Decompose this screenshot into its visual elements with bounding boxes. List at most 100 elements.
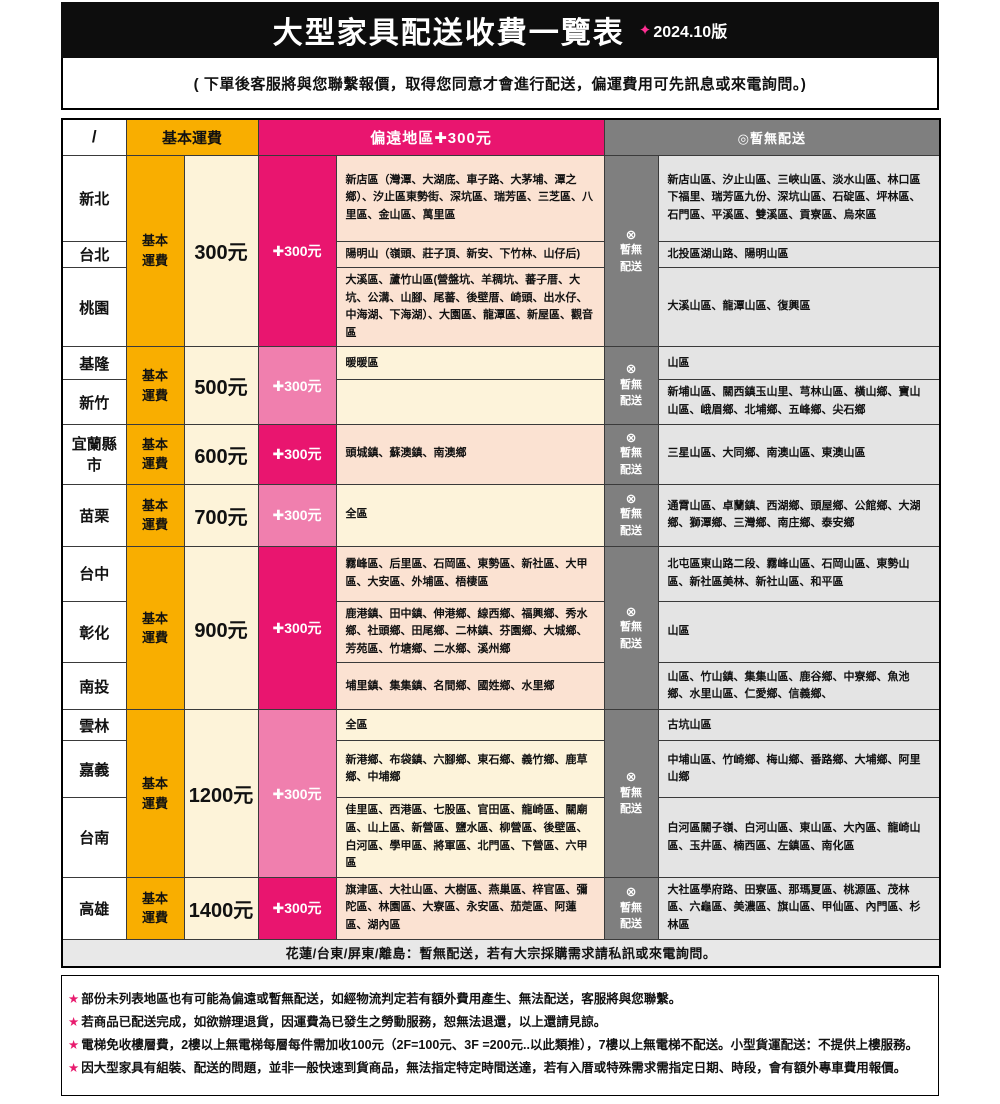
no-delivery-icon: ⊗ bbox=[625, 361, 637, 377]
remote-areas-cell: 暖暖區 bbox=[335, 346, 605, 381]
table-row: 高雄 基本運費 1400元 ✚300元 旗津區、大社山區、大樹區、燕巢區、梓官區… bbox=[61, 876, 941, 940]
version-label: 2024.10版 bbox=[653, 24, 728, 41]
title-bar: 大型家具配送收費一覽表 ✦ 2024.10版 bbox=[61, 2, 939, 58]
no-delivery-label-cell: ⊗ 暫無配送 bbox=[603, 545, 659, 711]
remote-areas-cell: 全區 bbox=[335, 483, 605, 547]
no-delivery-areas-cell: 新埔山區、關西鎮玉山里、芎林山區、橫山鄉、寶山山區、峨眉鄉、北埔鄉、五峰鄉、尖石… bbox=[657, 379, 941, 425]
remote-areas-cell: 新店區（灣潭、大湖底、車子路、大茅埔、潭之鄉）、汐止區東勢街、深坑區、瑞芳區、三… bbox=[335, 154, 605, 242]
region-cell: 台北 bbox=[61, 240, 127, 269]
remote-areas-cell: 佳里區、西港區、七股區、官田區、龍崎區、關廟區、山上區、新營區、鹽水區、柳營區、… bbox=[335, 797, 605, 878]
subtitle-box: ( 下單後客服將與您聯繫報價，取得您同意才會進行配送，偏運費用可先訊息或來電詢問… bbox=[61, 58, 939, 110]
no-delivery-label-cell: ⊗ 暫無配送 bbox=[603, 483, 659, 547]
no-delivery-icon: ⊗ bbox=[625, 429, 637, 445]
basic-fee-label-cell: 基本運費 bbox=[125, 154, 185, 348]
basic-fee-label-cell: 基本運費 bbox=[125, 709, 185, 878]
price-cell: 900元 bbox=[183, 545, 259, 711]
table-row: 花蓮/台東/屏東/離島：暫無配送，若有大宗採購需求請私訊或來電詢問。 bbox=[61, 938, 941, 968]
table-row: 嘉義 新港鄉、布袋鎮、六腳鄉、東石鄉、義竹鄉、鹿草鄉、中埔鄉 中埔山區、竹崎鄉、… bbox=[61, 740, 941, 799]
region-cell: 苗栗 bbox=[61, 483, 127, 547]
no-delivery-label-cell: ⊗ 暫無配送 bbox=[603, 346, 659, 425]
basic-fee-label-cell: 基本運費 bbox=[125, 545, 185, 711]
remote-areas-cell: 新港鄉、布袋鎮、六腳鄉、東石鄉、義竹鄉、鹿草鄉、中埔鄉 bbox=[335, 740, 605, 799]
table-row: 苗栗 基本運費 700元 ✚300元 全區 ⊗ 暫無配送 通霄山區、卓蘭鎮、西湖鄉… bbox=[61, 483, 941, 547]
star-icon: ★ bbox=[68, 1061, 80, 1076]
remote-areas-cell bbox=[335, 379, 605, 425]
surcharge-cell: ✚300元 bbox=[257, 876, 337, 940]
table-row: 台中 基本運費 900元 ✚300元 霧峰區、后里區、石岡區、東勢區、新社區、大… bbox=[61, 545, 941, 711]
no-delivery-areas-cell: 北屯區東山路二段、霧峰山區、石岡山區、東勢山區、新社區美林、新社山區、和平區 bbox=[657, 545, 941, 602]
remote-areas-cell: 頭城鎮、蘇澳鎮、南澳鄉 bbox=[335, 423, 605, 485]
remote-areas-cell: 陽明山（嶺頭、莊子頂、新安、下竹林、山仔后) bbox=[335, 240, 605, 269]
no-delivery-areas-cell: 山區 bbox=[657, 346, 941, 381]
no-delivery-areas-cell: 大社區學府路、田寮區、那瑪夏區、桃源區、茂林區、六龜區、美濃區、旗山區、甲仙區、… bbox=[657, 876, 941, 940]
footnote-line: ★ 若商品已配送完成，如欲辦理退貨，因運費為已發生之勞動服務，恕無法退還，以上還請… bbox=[68, 1011, 928, 1034]
table-row: 彰化 鹿港鎮、田中鎮、伸港鄉、線西鄉、福興鄉、秀水鄉、社頭鄉、田尾鄉、二林鎮、芬… bbox=[61, 600, 941, 664]
no-delivery-areas-cell: 中埔山區、竹崎鄉、梅山鄉、番路鄉、大埔鄉、阿里山鄉 bbox=[657, 740, 941, 799]
region-cell: 雲林 bbox=[61, 709, 127, 742]
star-icon: ★ bbox=[68, 992, 80, 1007]
surcharge-cell: ✚300元 bbox=[257, 346, 337, 425]
table-row: 新北 基本運費 300元 ✚300元 新店區（灣潭、大湖底、車子路、大茅埔、潭之… bbox=[61, 154, 941, 348]
surcharge-cell: ✚300元 bbox=[257, 545, 337, 711]
remote-areas-cell: 旗津區、大社山區、大樹區、燕巢區、梓官區、彌陀區、林園區、大寮區、永安區、茄萣區… bbox=[335, 876, 605, 940]
surcharge-cell: ✚300元 bbox=[257, 154, 337, 348]
price-cell: 300元 bbox=[183, 154, 259, 348]
table-row: 新竹 新埔山區、關西鎮玉山里、芎林山區、橫山鄉、寶山山區、峨眉鄉、北埔鄉、五峰鄉… bbox=[61, 379, 941, 425]
subtitle-text: ( 下單後客服將與您聯繫報價，取得您同意才會進行配送，偏運費用可先訊息或來電詢問… bbox=[193, 75, 807, 93]
no-delivery-areas-cell: 大溪山區、龍潭山區、復興區 bbox=[657, 267, 941, 348]
surcharge-cell: ✚300元 bbox=[257, 483, 337, 547]
table-row: 雲林 基本運費 1200元 ✚300元 全區 ⊗ 暫無配送 古坑山區 bbox=[61, 709, 941, 878]
region-cell: 高雄 bbox=[61, 876, 127, 940]
page-title: 大型家具配送收費一覽表 bbox=[272, 17, 625, 50]
region-cell: 台中 bbox=[61, 545, 127, 602]
remote-areas-cell: 大溪區、蘆竹山區(營盤坑、羊稠坑、蕃子厝、大坑、公溝、山腳、尾蕃、後壁厝、崎頭、… bbox=[335, 267, 605, 348]
price-cell: 700元 bbox=[183, 483, 259, 547]
remote-areas-cell: 全區 bbox=[335, 709, 605, 742]
sparkle-icon: ✦ bbox=[638, 22, 652, 39]
region-cell: 台南 bbox=[61, 797, 127, 878]
price-cell: 500元 bbox=[183, 346, 259, 425]
no-delivery-icon: ⊗ bbox=[625, 490, 637, 506]
region-cell: 基隆 bbox=[61, 346, 127, 381]
footnote-line: ★ 因大型家具有組裝、配送的問題，並非一般快速到貨商品，無法指定特定時間送達，若有… bbox=[68, 1057, 928, 1080]
no-delivery-label-cell: ⊗ 暫無配送 bbox=[603, 423, 659, 485]
column-header-no-delivery: ◎暫無配送 bbox=[603, 118, 941, 156]
star-icon: ★ bbox=[68, 1038, 80, 1053]
no-delivery-areas-cell: 新店山區、汐止山區、三峽山區、淡水山區、林口區下福里、瑞芳區九份、深坑山區、石碇… bbox=[657, 154, 941, 242]
region-cell: 南投 bbox=[61, 662, 127, 711]
no-delivery-label-cell: ⊗ 暫無配送 bbox=[603, 876, 659, 940]
star-icon: ★ bbox=[68, 1015, 80, 1030]
column-header-basic-fee: 基本運費 bbox=[125, 118, 259, 156]
region-cell: 宜蘭縣市 bbox=[61, 423, 127, 485]
no-delivery-icon: ⊗ bbox=[625, 883, 637, 899]
remote-areas-cell: 埔里鎮、集集鎮、名間鄉、國姓鄉、水里鄉 bbox=[335, 662, 605, 711]
table-row: 桃園 大溪區、蘆竹山區(營盤坑、羊稠坑、蕃子厝、大坑、公溝、山腳、尾蕃、後壁厝、… bbox=[61, 267, 941, 348]
bullseye-icon: ◎ bbox=[737, 130, 750, 146]
remote-areas-cell: 霧峰區、后里區、石岡區、東勢區、新社區、大甲區、大安區、外埔區、梧棲區 bbox=[335, 545, 605, 602]
price-cell: 1400元 bbox=[183, 876, 259, 940]
no-delivery-areas-cell: 白河區關子嶺、白河山區、東山區、大內區、龍崎山區、玉井區、楠西區、左鎮區、南化區 bbox=[657, 797, 941, 878]
no-delivery-icon: ⊗ bbox=[625, 603, 637, 619]
region-cell: 嘉義 bbox=[61, 740, 127, 799]
no-delivery-areas-cell: 北投區湖山路、陽明山區 bbox=[657, 240, 941, 269]
basic-fee-label-cell: 基本運費 bbox=[125, 423, 185, 485]
basic-fee-label-cell: 基本運費 bbox=[125, 483, 185, 547]
column-header-remote-area: 偏遠地區✚300元 bbox=[257, 118, 605, 156]
east-taiwan-note: 花蓮/台東/屏東/離島：暫無配送，若有大宗採購需求請私訊或來電詢問。 bbox=[61, 938, 941, 968]
no-delivery-areas-cell: 通霄山區、卓蘭鎮、西湖鄉、頭屋鄉、公館鄉、大湖鄉、獅潭鄉、三灣鄉、南庄鄉、泰安鄉 bbox=[657, 483, 941, 547]
surcharge-cell: ✚300元 bbox=[257, 423, 337, 485]
header-row: / 基本運費 偏遠地區✚300元 ◎暫無配送 bbox=[61, 118, 941, 156]
no-delivery-areas-cell: 三星山區、大同鄉、南澳山區、東澳山區 bbox=[657, 423, 941, 485]
no-delivery-areas-cell: 古坑山區 bbox=[657, 709, 941, 742]
no-delivery-icon: ⊗ bbox=[625, 769, 637, 785]
table-row: 基隆 基本運費 500元 ✚300元 暖暖區 ⊗ 暫無配送 山區 bbox=[61, 346, 941, 425]
price-cell: 600元 bbox=[183, 423, 259, 485]
no-delivery-label-cell: ⊗ 暫無配送 bbox=[603, 154, 659, 348]
table-row: 南投 埔里鎮、集集鎮、名間鄉、國姓鄉、水里鄉 山區、竹山鎮、集集山區、鹿谷鄉、中… bbox=[61, 662, 941, 711]
region-cell: 桃園 bbox=[61, 267, 127, 348]
price-cell: 1200元 bbox=[183, 709, 259, 878]
no-delivery-icon: ⊗ bbox=[625, 226, 637, 242]
no-delivery-areas-cell: 山區、竹山鎮、集集山區、鹿谷鄉、中寮鄉、魚池鄉、水里山區、仁愛鄉、信義鄉、 bbox=[657, 662, 941, 711]
table-row: 台南 佳里區、西港區、七股區、官田區、龍崎區、關廟區、山上區、新營區、鹽水區、柳… bbox=[61, 797, 941, 878]
